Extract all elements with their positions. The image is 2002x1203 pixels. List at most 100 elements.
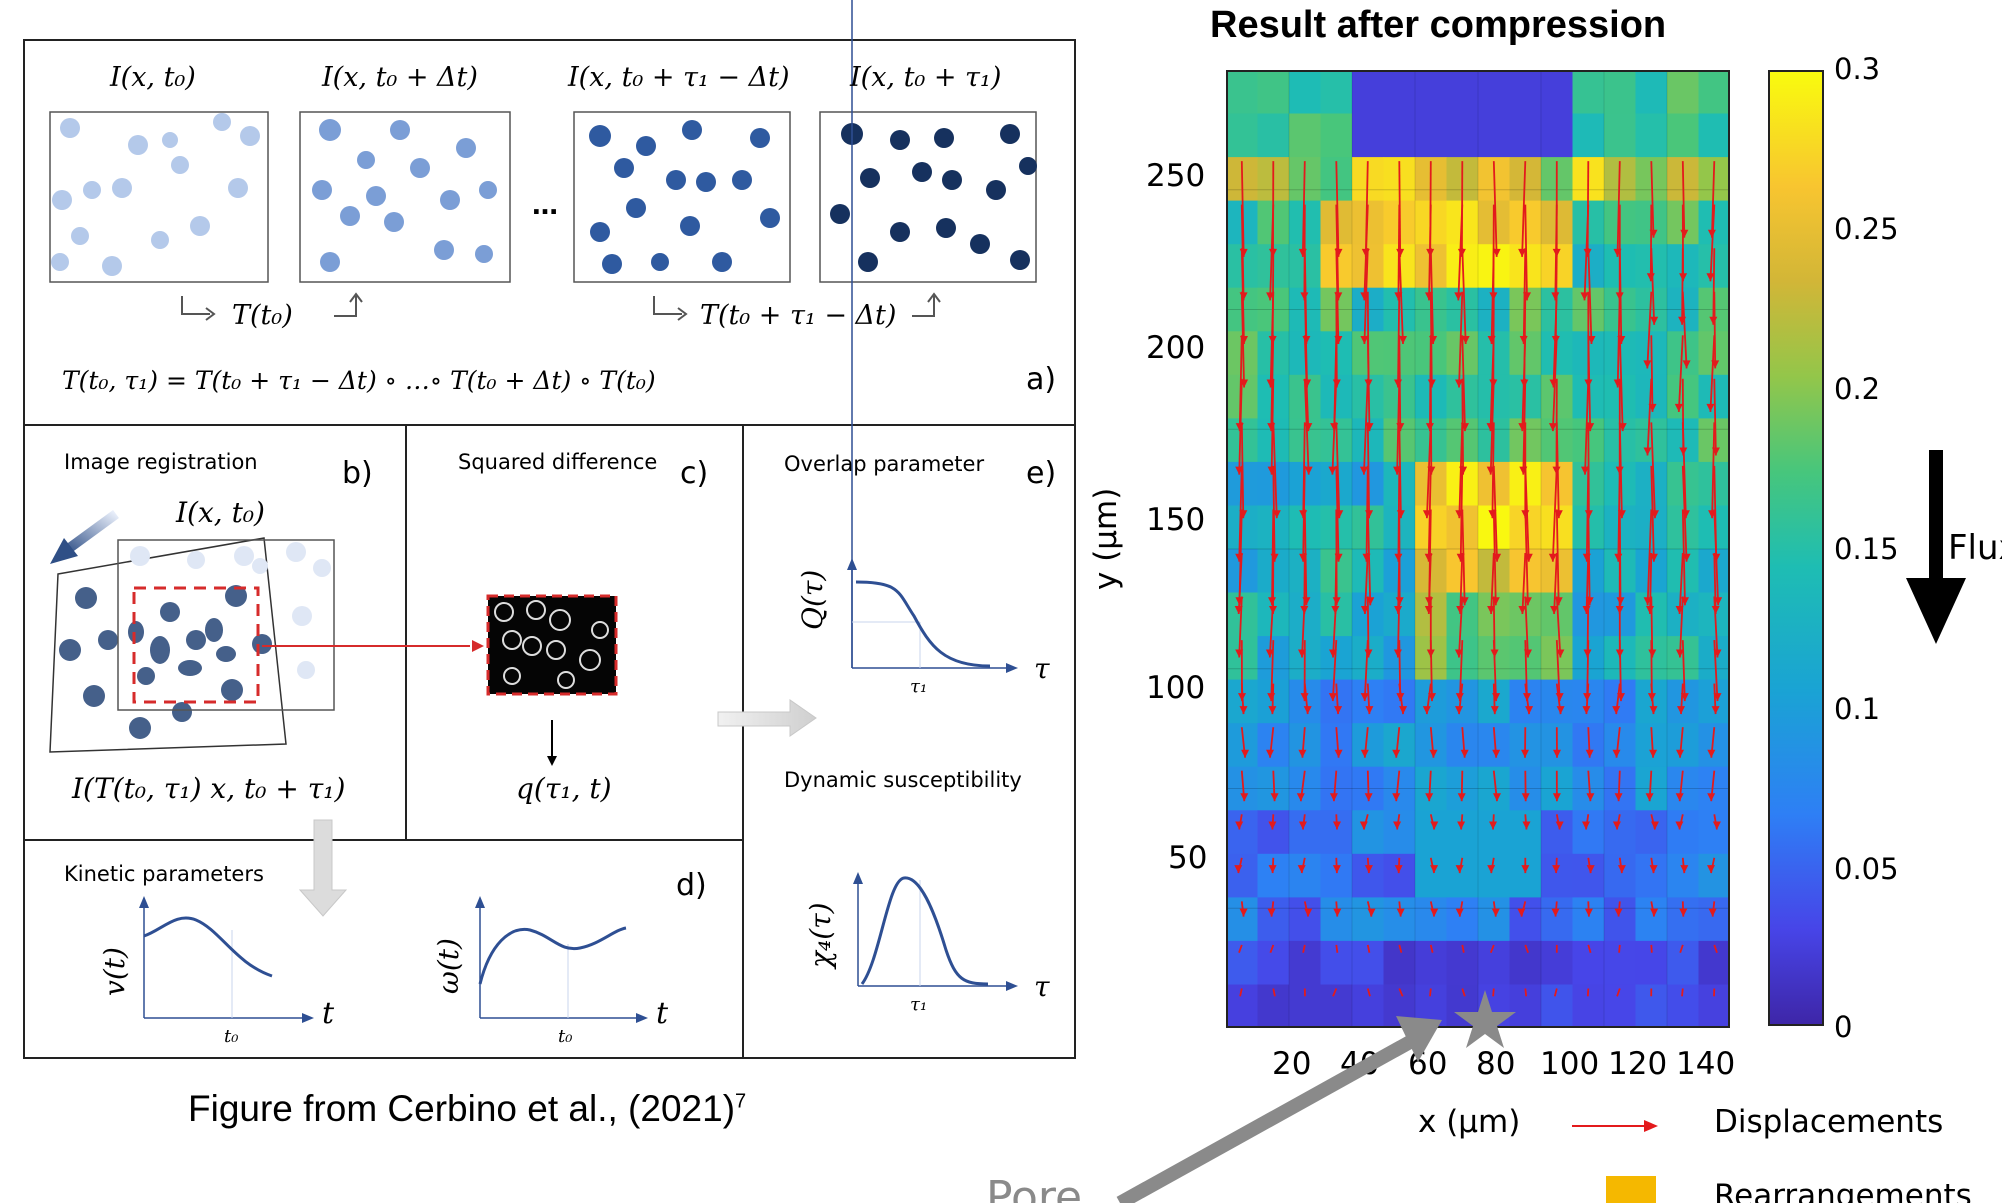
chi-axis-label: χ₄(τ) [804,902,837,968]
displacement-arrow [1458,422,1464,519]
displacement-arrow [1585,552,1590,615]
heatmap-cell [1667,810,1700,855]
displacement-arrowhead [1399,336,1407,344]
displacement-arrow [1240,248,1245,345]
displacement-arrow [1429,640,1433,702]
heatmap-cell [1667,940,1700,985]
x-tick-20: 20 [1272,1046,1312,1082]
displacement-arrowhead [1555,821,1564,830]
displacement-arrowhead [1364,793,1373,802]
heatmap-cell [1541,70,1574,115]
displacement-arrow [1681,422,1687,519]
squared-difference-image [486,594,618,696]
displacement-arrowhead [1518,248,1527,257]
displacement-arrow [1366,335,1371,432]
displacement-arrow [1618,335,1624,432]
y-tick-100: 100 [1146,670,1206,706]
overlap-plot [847,0,1018,673]
displacement-arrowhead [1429,749,1438,758]
displacement-arrowhead [1491,908,1500,917]
displacement-arrow [1268,596,1275,658]
displacement-arrowhead [1425,793,1434,802]
figure-caption: Figure from Cerbino et al., (2021)7 [188,1088,746,1130]
displacement-arrowhead [1551,908,1560,917]
displacement-arrow [1332,988,1338,997]
displacement-arrow [1524,944,1529,954]
x-axis-label: x (µm) [1418,1104,1521,1140]
displacement-arrow [1331,378,1338,475]
heatmap-cell [1509,113,1542,158]
displacement-arrowhead [1680,865,1689,874]
v-t0-label: t₀ [224,1026,239,1047]
displacement-arrow [1646,291,1653,369]
displacement-arrowhead [1455,908,1464,917]
displacement-arrow [1335,465,1340,562]
omega-plot [475,896,648,1023]
frame-label-3: I(x, t₀ + τ₁ − Δt) [568,62,790,93]
frame-label-4: I(x, t₀ + τ₁) [850,62,1002,93]
displacement-arrowhead [1297,865,1306,874]
heatmap-cell [1257,70,1290,115]
displacement-arrowhead [1367,908,1376,917]
displacement-arrow [1552,291,1558,388]
heatmap-cell [1446,113,1479,158]
displacement-arrowhead [1399,706,1408,715]
displacement-arrowhead [1489,821,1497,830]
displacement-arrowhead [1298,749,1307,758]
grey-arrow-down [298,819,348,917]
displacement-arrow [1555,509,1560,606]
displacement-arrow [1713,291,1717,369]
displacement-arrow [1492,640,1497,702]
x-tick-100: 100 [1540,1046,1600,1082]
displacement-arrow [1303,378,1310,475]
displacement-arrow [1587,944,1592,953]
displacement-arrowhead [1580,292,1589,301]
heatmap-cell [1383,70,1416,115]
y-axis-label: y (µm) [1088,487,1124,590]
heatmap-cell [1289,940,1322,985]
displacement-arrow [1270,335,1275,432]
heatmap-cell [1572,70,1605,115]
displacement-arrowhead [1298,821,1307,830]
displacement-arrowhead [1334,749,1343,758]
displacement-arrow [1681,161,1686,238]
displacement-arrow [1461,944,1465,953]
displacement-arrowhead [1460,749,1469,758]
frame-label-2: I(x, t₀ + Δt) [322,62,478,93]
displacement-arrow [1521,161,1527,257]
displacement-arrowhead [1455,865,1464,874]
displacement-arrowhead [1517,908,1526,917]
displacement-arrow [1553,552,1558,615]
displacement-arrow [1270,378,1275,475]
frame-2 [299,111,511,283]
q-label: q(τ₁, t) [516,772,612,805]
displacement-arrowhead [1235,821,1244,830]
displacement-arrow [1398,988,1404,997]
displacement-arrow [1301,161,1306,257]
displacement-arrow [1429,248,1434,345]
displacement-arrowhead [1268,821,1277,830]
colorbar [1768,70,1824,1026]
displacement-arrow [1398,944,1403,953]
heatmap-cell [1226,70,1259,115]
heatmap-chart [1226,70,1730,1028]
displacement-arrow [1302,944,1306,953]
displacement-arrowhead [1360,749,1369,758]
displacement-arrow [1458,640,1464,702]
displacement-arrow [1713,944,1718,953]
displacement-arrow [1301,596,1306,658]
displacement-arrowhead [1333,821,1341,830]
displacement-arrow [1238,378,1243,475]
displacement-arrowhead [1334,706,1343,715]
displacement-arrow [1492,161,1498,257]
frame-3 [573,111,791,283]
displacement-arrow [1492,465,1498,562]
displacement-arrow [1461,248,1467,345]
displacement-arrow [1366,596,1370,658]
colorbar-tick-0: 0 [1834,1010,1853,1044]
displacement-arrowhead [1329,793,1338,802]
displacement-arrowhead [1240,793,1249,802]
displacement-arrow [1363,378,1369,475]
displacement-arrowhead [1430,908,1439,917]
displacement-arrowhead [1707,749,1716,758]
